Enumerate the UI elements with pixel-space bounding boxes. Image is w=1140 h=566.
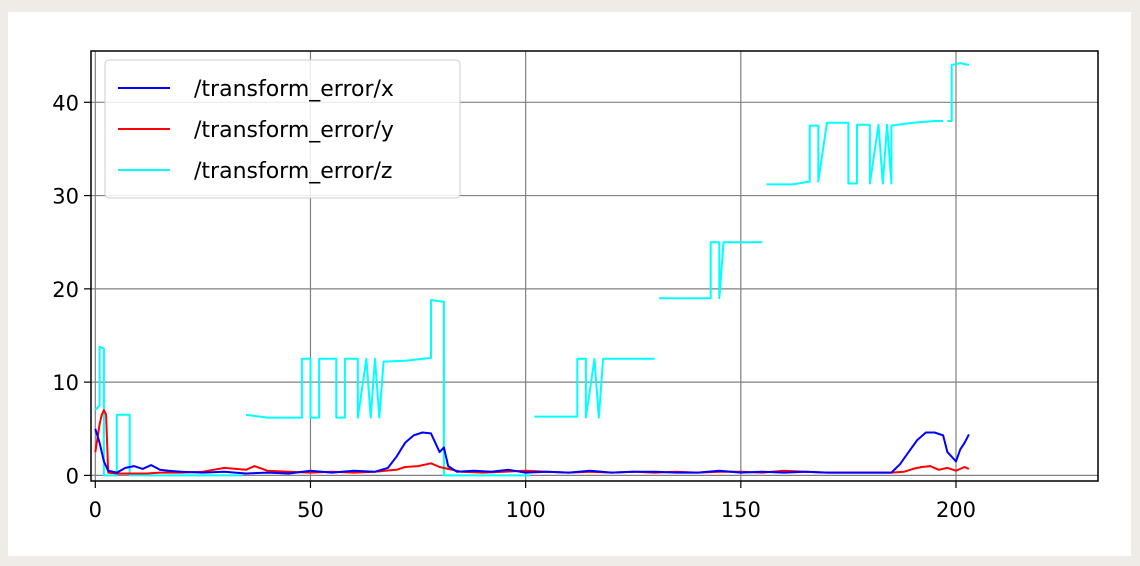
x-tick-label: 200 (936, 498, 976, 522)
series-line-z (659, 241, 763, 300)
legend-label-x: /transform_error/x (194, 77, 394, 102)
y-tick-label: 0 (66, 464, 79, 488)
y-tick-label: 20 (52, 278, 79, 302)
x-tick-label: 100 (506, 498, 546, 522)
y-tick-label: 30 (52, 185, 79, 209)
series-line-z (947, 62, 970, 122)
plot-area-border (90, 50, 1099, 482)
line-chart: 0 50 100 150 200 0 10 20 30 40 /transform_error/x… (52, 50, 1099, 522)
series-line-x (94, 428, 970, 475)
x-tick-label: 50 (297, 498, 324, 522)
axis-ticks: 0 50 100 150 200 0 10 20 30 40 (52, 91, 976, 522)
series-line-z (534, 357, 655, 419)
series-line-z (766, 120, 944, 186)
x-tick-label: 0 (89, 498, 102, 522)
series-line-z (245, 299, 530, 477)
series-line-y (94, 409, 970, 475)
grid-lines (91, 51, 1098, 481)
series-layer (94, 62, 970, 477)
legend-box (104, 59, 461, 199)
legend: /transform_error/x /transform_error/y /t… (104, 59, 461, 199)
y-tick-label: 40 (52, 91, 79, 115)
legend-label-z: /transform_error/z (194, 159, 392, 184)
legend-label-y: /transform_error/y (194, 118, 394, 143)
series-line-z (94, 345, 242, 477)
chart-frame: 0 50 100 150 200 0 10 20 30 40 /transform_error/x… (8, 12, 1131, 556)
y-tick-label: 10 (52, 371, 79, 395)
x-tick-label: 150 (721, 498, 761, 522)
